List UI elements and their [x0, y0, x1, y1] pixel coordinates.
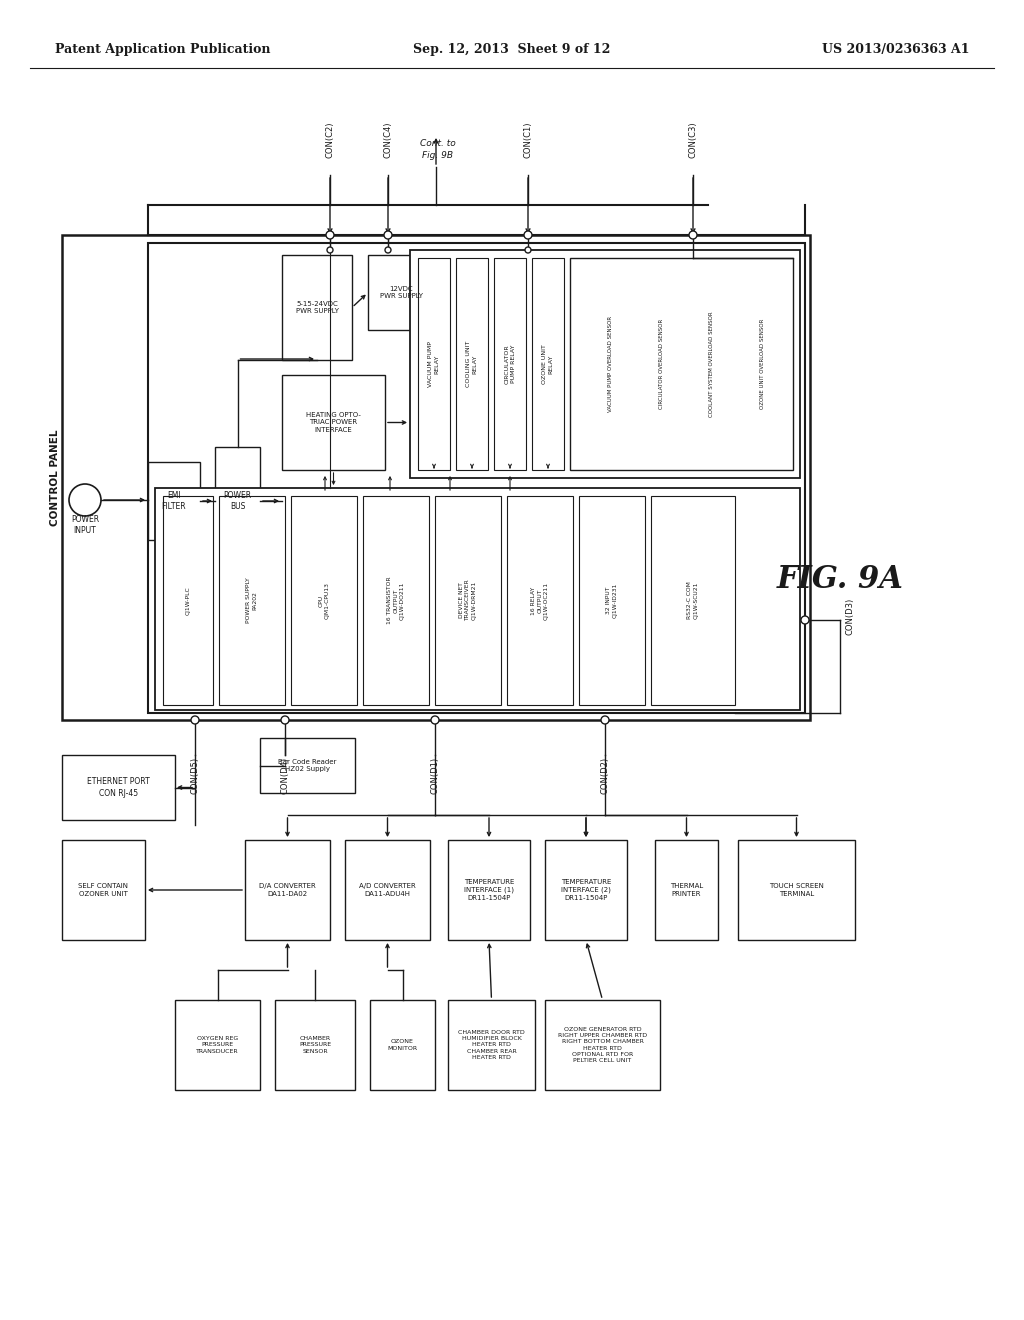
- Bar: [155, 488, 800, 710]
- Circle shape: [525, 247, 531, 253]
- Circle shape: [601, 715, 609, 723]
- Circle shape: [327, 247, 333, 253]
- Text: CON(D4): CON(D4): [281, 756, 290, 793]
- Text: Sep. 12, 2013  Sheet 9 of 12: Sep. 12, 2013 Sheet 9 of 12: [414, 44, 610, 57]
- Text: CON(D2): CON(D2): [600, 756, 609, 793]
- Text: Cont. to: Cont. to: [420, 139, 456, 148]
- Text: EMI
FILTER: EMI FILTER: [162, 491, 186, 511]
- Text: D/A CONVERTER
DA11-DA02: D/A CONVERTER DA11-DA02: [259, 883, 315, 896]
- Bar: [418, 257, 450, 470]
- Circle shape: [384, 231, 392, 239]
- Text: US 2013/0236363 A1: US 2013/0236363 A1: [822, 44, 970, 57]
- Text: 32 INPUT
CJ1W-ID231: 32 INPUT CJ1W-ID231: [606, 583, 617, 618]
- Bar: [62, 755, 175, 820]
- Bar: [449, 1001, 535, 1090]
- Text: VACUUM PUMP OVERLOAD SENSOR: VACUUM PUMP OVERLOAD SENSOR: [608, 315, 613, 412]
- Bar: [163, 496, 213, 705]
- Bar: [245, 840, 330, 940]
- Text: OXYGEN REG
PRESSURE
TRANSDUCER: OXYGEN REG PRESSURE TRANSDUCER: [197, 1036, 239, 1053]
- Text: CONTROL PANEL: CONTROL PANEL: [50, 429, 60, 525]
- Bar: [494, 257, 526, 470]
- Circle shape: [326, 231, 334, 239]
- Bar: [362, 496, 429, 705]
- Text: 12VDC
PWR SUPPLY: 12VDC PWR SUPPLY: [380, 285, 423, 300]
- Text: OZONE UNIT OVERLOAD SENSOR: OZONE UNIT OVERLOAD SENSOR: [760, 319, 765, 409]
- Circle shape: [191, 715, 199, 723]
- Text: Fig. 9B: Fig. 9B: [423, 150, 454, 160]
- Text: 5-15-24VDC
PWR SUPPLY: 5-15-24VDC PWR SUPPLY: [296, 301, 339, 314]
- Bar: [579, 496, 645, 705]
- Text: CJ1W-PLC: CJ1W-PLC: [185, 586, 190, 615]
- Text: OZONE
MONITOR: OZONE MONITOR: [387, 1039, 418, 1051]
- Bar: [215, 447, 260, 554]
- Bar: [62, 840, 145, 940]
- Circle shape: [524, 231, 532, 239]
- Text: CIRCULATOR
PUMP RELAY: CIRCULATOR PUMP RELAY: [505, 345, 516, 384]
- Bar: [370, 1001, 435, 1090]
- Bar: [282, 375, 385, 470]
- Text: TEMPERATURE
INTERFACE (1)
DR11-1504P: TEMPERATURE INTERFACE (1) DR11-1504P: [464, 879, 514, 900]
- Text: FIG. 9A: FIG. 9A: [776, 565, 903, 595]
- Bar: [148, 462, 200, 540]
- Text: COOLANT SYSTEM OVERLOAD SENSOR: COOLANT SYSTEM OVERLOAD SENSOR: [710, 312, 715, 417]
- Text: COOLING UNIT
RELAY: COOLING UNIT RELAY: [466, 341, 477, 387]
- Bar: [507, 496, 573, 705]
- Text: TEMPERATURE
INTERFACE (2)
DR11-1504P: TEMPERATURE INTERFACE (2) DR11-1504P: [561, 879, 611, 900]
- Text: CON(D3): CON(D3): [846, 598, 854, 635]
- Bar: [570, 257, 793, 470]
- Text: DEVICE NET
TRANSCEIVER
CJ1W-DRM21: DEVICE NET TRANSCEIVER CJ1W-DRM21: [460, 579, 477, 622]
- Text: OZONE UNIT
RELAY: OZONE UNIT RELAY: [543, 345, 554, 384]
- Text: 16 RELAY
OUTPUT
CJ1W-OC211: 16 RELAY OUTPUT CJ1W-OC211: [531, 581, 549, 619]
- Text: Bar Code Reader
HZ02 Supply: Bar Code Reader HZ02 Supply: [279, 759, 337, 772]
- Text: ETHERNET PORT
CON RJ-45: ETHERNET PORT CON RJ-45: [87, 777, 150, 797]
- Text: CON(D1): CON(D1): [430, 756, 439, 793]
- Text: 16 TRANSISTOR
OUTPUT
CJ1W-DO211: 16 TRANSISTOR OUTPUT CJ1W-DO211: [387, 577, 404, 624]
- Bar: [148, 243, 805, 713]
- Text: VACUUM PUMP
RELAY: VACUUM PUMP RELAY: [428, 341, 439, 387]
- Circle shape: [689, 231, 697, 239]
- Text: CON(D5): CON(D5): [190, 756, 200, 793]
- Bar: [410, 249, 800, 478]
- Text: POWER
BUS: POWER BUS: [223, 491, 252, 511]
- Text: THERMAL
PRINTER: THERMAL PRINTER: [670, 883, 703, 896]
- Text: HEATING OPTO-
TRIAC POWER
INTERFACE: HEATING OPTO- TRIAC POWER INTERFACE: [306, 412, 360, 433]
- Text: CHAMBER DOOR RTD
HUMIDIFIER BLOCK
HEATER RTD
CHAMBER REAR
HEATER RTD: CHAMBER DOOR RTD HUMIDIFIER BLOCK HEATER…: [458, 1030, 525, 1060]
- Text: Patent Application Publication: Patent Application Publication: [55, 44, 270, 57]
- Text: OZONE GENERATOR RTD
RIGHT UPPER CHAMBER RTD
RIGHT BOTTOM CHAMBER
HEATER RTD
OPTI: OZONE GENERATOR RTD RIGHT UPPER CHAMBER …: [558, 1027, 647, 1063]
- Bar: [275, 1001, 355, 1090]
- Text: POWER
INPUT: POWER INPUT: [71, 515, 99, 535]
- Bar: [175, 1001, 260, 1090]
- Circle shape: [385, 247, 391, 253]
- Bar: [435, 496, 501, 705]
- Bar: [449, 840, 530, 940]
- Bar: [219, 496, 285, 705]
- Bar: [260, 738, 355, 793]
- Text: TOUCH SCREEN
TERMINAL: TOUCH SCREEN TERMINAL: [769, 883, 824, 896]
- Text: RS32-C COM
CJ1W-SCU21: RS32-C COM CJ1W-SCU21: [687, 582, 698, 619]
- Bar: [545, 840, 627, 940]
- Bar: [456, 257, 488, 470]
- Bar: [62, 235, 810, 719]
- Text: CIRCULATOR OVERLOAD SENSOR: CIRCULATOR OVERLOAD SENSOR: [658, 319, 664, 409]
- Bar: [651, 496, 735, 705]
- Circle shape: [281, 715, 289, 723]
- Bar: [291, 496, 357, 705]
- Text: A/D CONVERTER
DA11-ADU4H: A/D CONVERTER DA11-ADU4H: [359, 883, 416, 896]
- Bar: [282, 255, 352, 360]
- Text: CON(C3): CON(C3): [688, 121, 697, 158]
- Text: CON(C4): CON(C4): [384, 121, 392, 158]
- Text: SELF CONTAIN
OZONER UNIT: SELF CONTAIN OZONER UNIT: [79, 883, 128, 896]
- Text: CON(C2): CON(C2): [326, 121, 335, 158]
- Text: POWER SUPPLY
PA202: POWER SUPPLY PA202: [247, 578, 258, 623]
- Bar: [738, 840, 855, 940]
- Bar: [545, 1001, 660, 1090]
- Bar: [368, 255, 435, 330]
- Bar: [345, 840, 430, 940]
- Text: CON(C1): CON(C1): [523, 121, 532, 158]
- Text: CPU
CJM1-CPU13: CPU CJM1-CPU13: [318, 582, 330, 619]
- Circle shape: [801, 616, 809, 624]
- Bar: [655, 840, 718, 940]
- Bar: [532, 257, 564, 470]
- Circle shape: [69, 484, 101, 516]
- Circle shape: [431, 715, 439, 723]
